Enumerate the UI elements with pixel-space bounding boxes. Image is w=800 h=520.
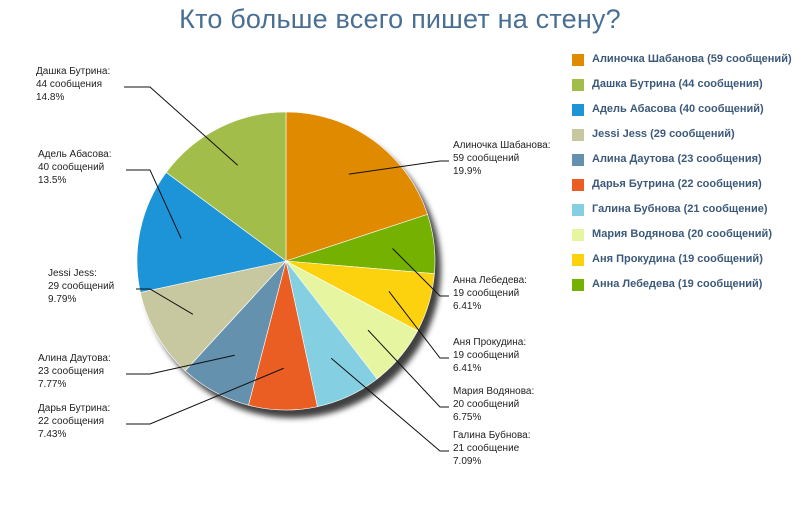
legend-swatch — [572, 229, 584, 241]
chart-title: Кто больше всего пишет на стену? — [179, 4, 621, 34]
legend-swatch — [572, 279, 584, 291]
leader-line-галина-бубнова — [330, 357, 449, 452]
leader-line-jessi-jess — [136, 288, 194, 315]
leader-line-алина-даутова — [126, 354, 235, 375]
legend-label: Дашка Бутрина (44 сообщения) — [592, 78, 763, 90]
pie-slice-jessi-jess — [139, 260, 287, 372]
leader-line-дарья-бутрина — [126, 367, 284, 425]
leader-line-алиночка-шабанова — [348, 160, 449, 175]
leader-line-адель-абасова — [126, 169, 182, 239]
data-label-jessi-jess: Jessi Jess: 29 сообщений 9.79% — [48, 268, 114, 305]
data-label-мария-водянова: Мария Водянова: 20 сообщений 6.75% — [453, 386, 534, 423]
legend-swatch — [572, 179, 584, 191]
legend-label: Адель Абасова (40 сообщений) — [592, 103, 764, 115]
legend-label: Галина Бубнова (21 сообщение) — [592, 203, 768, 215]
legend-swatch — [572, 254, 584, 266]
pie-slice-дашка-бутрина — [165, 111, 287, 262]
data-label-анна-лебедева: Анна Лебедева: 19 сообщений 6.41% — [453, 274, 527, 312]
leader-line-анна-лебедева — [392, 248, 449, 297]
data-label-адель-абасова: Адель Абасова: 40 сообщений 13.5% — [38, 148, 112, 186]
legend-label: Jessi Jess (29 сообщений) — [592, 128, 735, 140]
data-label-дарья-бутрина: Дарья Бутрина: 22 сообщения 7.43% — [38, 403, 110, 440]
legend-label: Алиночка Шабанова (59 сообщений) — [592, 53, 792, 65]
data-label-алиночка-шабанова: Алиночка Шабанова: 59 сообщений 19.9% — [453, 139, 551, 177]
pie-slice-адель-абасова — [136, 171, 287, 293]
pie-slices — [136, 111, 436, 411]
data-label-галина-бубнова: Галина Бубнова: 21 сообщение 7.09% — [453, 429, 531, 467]
pie-slice-алиночка-шабанова — [285, 111, 428, 262]
pie-labels: Алиночка Шабанова: 59 сообщений 19.9% Анна … — [36, 66, 551, 467]
data-label-аня-прокудина: Аня Прокудина: 19 сообщений 6.41% — [453, 337, 526, 374]
legend-swatch — [572, 154, 584, 166]
legend-swatch — [572, 204, 584, 216]
legend-swatch — [572, 104, 584, 116]
leader-line-аня-прокудина — [388, 291, 449, 359]
legend-swatch — [572, 79, 584, 91]
leader-line-дашка-бутрина — [124, 86, 239, 166]
data-label-алина-даутова: Алина Даутова: 23 сообщения 7.77% — [38, 353, 111, 390]
data-label-дашка-бутрина: Дашка Бутрина: 44 сообщения 14.8% — [36, 66, 110, 103]
legend-label: Аня Прокудина (19 сообщений) — [592, 253, 763, 265]
legend-swatch — [572, 54, 584, 66]
legend-swatch — [572, 129, 584, 141]
leader-line-мария-водянова — [367, 329, 449, 408]
legend-label: Мария Водянова (20 сообщений) — [592, 228, 772, 240]
legend-label: Алина Даутова (23 сообщения) — [592, 153, 762, 165]
legend-label: Анна Лебедева (19 сообщений) — [592, 278, 763, 290]
legend-label: Дарья Бутрина (22 сообщения) — [592, 178, 762, 190]
